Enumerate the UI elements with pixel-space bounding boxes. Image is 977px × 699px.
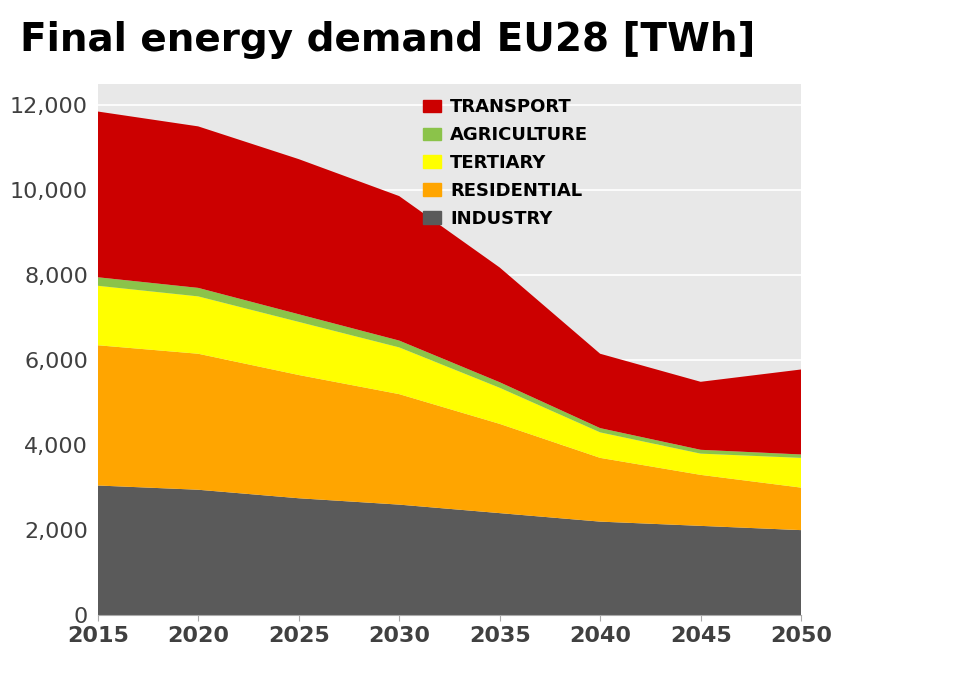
Legend: TRANSPORT, AGRICULTURE, TERTIARY, RESIDENTIAL, INDUSTRY: TRANSPORT, AGRICULTURE, TERTIARY, RESIDE… <box>423 99 588 228</box>
Text: Final energy demand EU28 [TWh]: Final energy demand EU28 [TWh] <box>20 21 755 59</box>
